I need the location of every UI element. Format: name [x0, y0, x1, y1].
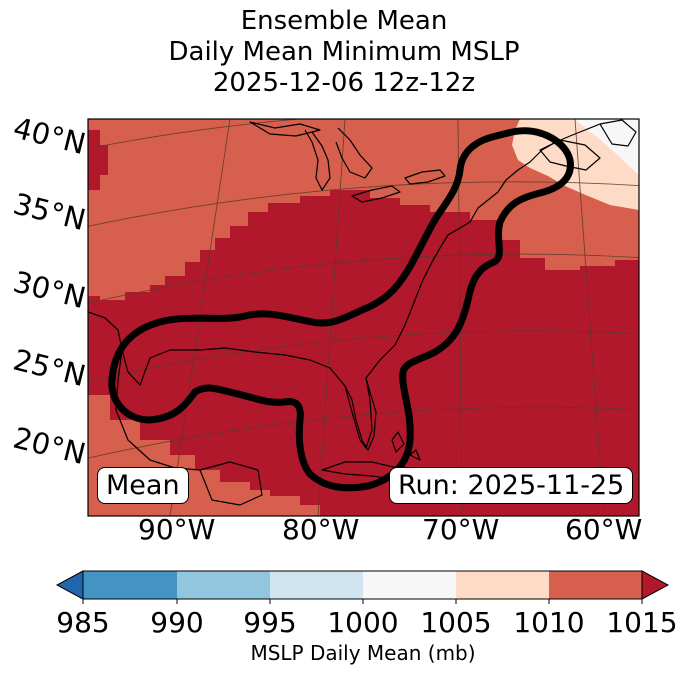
colorbar-bin-995-1000: [270, 571, 363, 599]
map-area: [88, 119, 639, 516]
map-frame: [87, 118, 640, 517]
cb-tick-995: 995: [243, 606, 297, 639]
colorbar-bin-1005-1010: [456, 571, 549, 599]
colorbar-bin-1000-1005: [363, 571, 456, 599]
maritimes-outline: [539, 139, 601, 171]
colorbar: [55, 570, 670, 604]
title-line-1: Ensemble Mean: [240, 6, 448, 36]
storm-track-contour: [108, 127, 574, 492]
colorbar-bin-1010-1015: [549, 571, 642, 599]
parallel-25n: [88, 330, 639, 382]
cb-tick-1005: 1005: [420, 606, 492, 639]
mean-box: Mean: [97, 467, 189, 504]
parallel-30n: [88, 253, 639, 304]
florida-outline: [344, 377, 377, 451]
parallel-20n: [88, 406, 639, 459]
cb-tick-990: 990: [150, 606, 204, 639]
lon-label-60w: 60°W: [565, 513, 643, 546]
great-lakes-ontario: [404, 169, 446, 185]
lon-label-90w: 90°W: [138, 513, 216, 546]
great-lakes-erie: [351, 185, 401, 203]
great-lakes-huron: [335, 127, 373, 179]
title-line-3: 2025-12-06 12z-12z: [212, 68, 476, 98]
coastlines: [88, 119, 637, 506]
map-title: Ensemble Mean Daily Mean Minimum MSLP 20…: [0, 6, 688, 99]
yucatan-outline: [199, 461, 263, 506]
colorbar-bin-990-995: [177, 571, 270, 599]
colorbar-bin-985-990: [83, 571, 177, 599]
title-line-2: Daily Mean Minimum MSLP: [168, 37, 520, 67]
cb-tick-1015: 1015: [606, 606, 678, 639]
colorbar-extend-high: [641, 570, 670, 600]
great-lakes-superior: [249, 121, 321, 137]
cb-tick-1000: 1000: [327, 606, 399, 639]
pressure-field-above-1015-nw: [88, 130, 108, 190]
newfoundland-outline: [599, 119, 637, 147]
pressure-field-1000-1005: [575, 119, 639, 175]
parallel-40n: [88, 119, 305, 149]
colorbar-extend-low: [55, 570, 84, 600]
lon-label-80w: 80°W: [282, 513, 360, 546]
lon-label-70w: 70°W: [422, 513, 500, 546]
pressure-field-above-1015: [88, 190, 639, 516]
colorbar-label: MSLP Daily Mean (mb): [250, 641, 476, 665]
cb-tick-985: 985: [56, 606, 110, 639]
meridian-80w: [317, 119, 346, 516]
meridian-60w: [574, 119, 605, 516]
bahamas-outline: [391, 431, 421, 461]
run-date-box: Run: 2025-11-25: [389, 467, 634, 504]
cb-tick-1010: 1010: [513, 606, 585, 639]
us-gulf-atlantic-coast: [88, 123, 601, 449]
great-lakes-michigan: [304, 129, 331, 191]
